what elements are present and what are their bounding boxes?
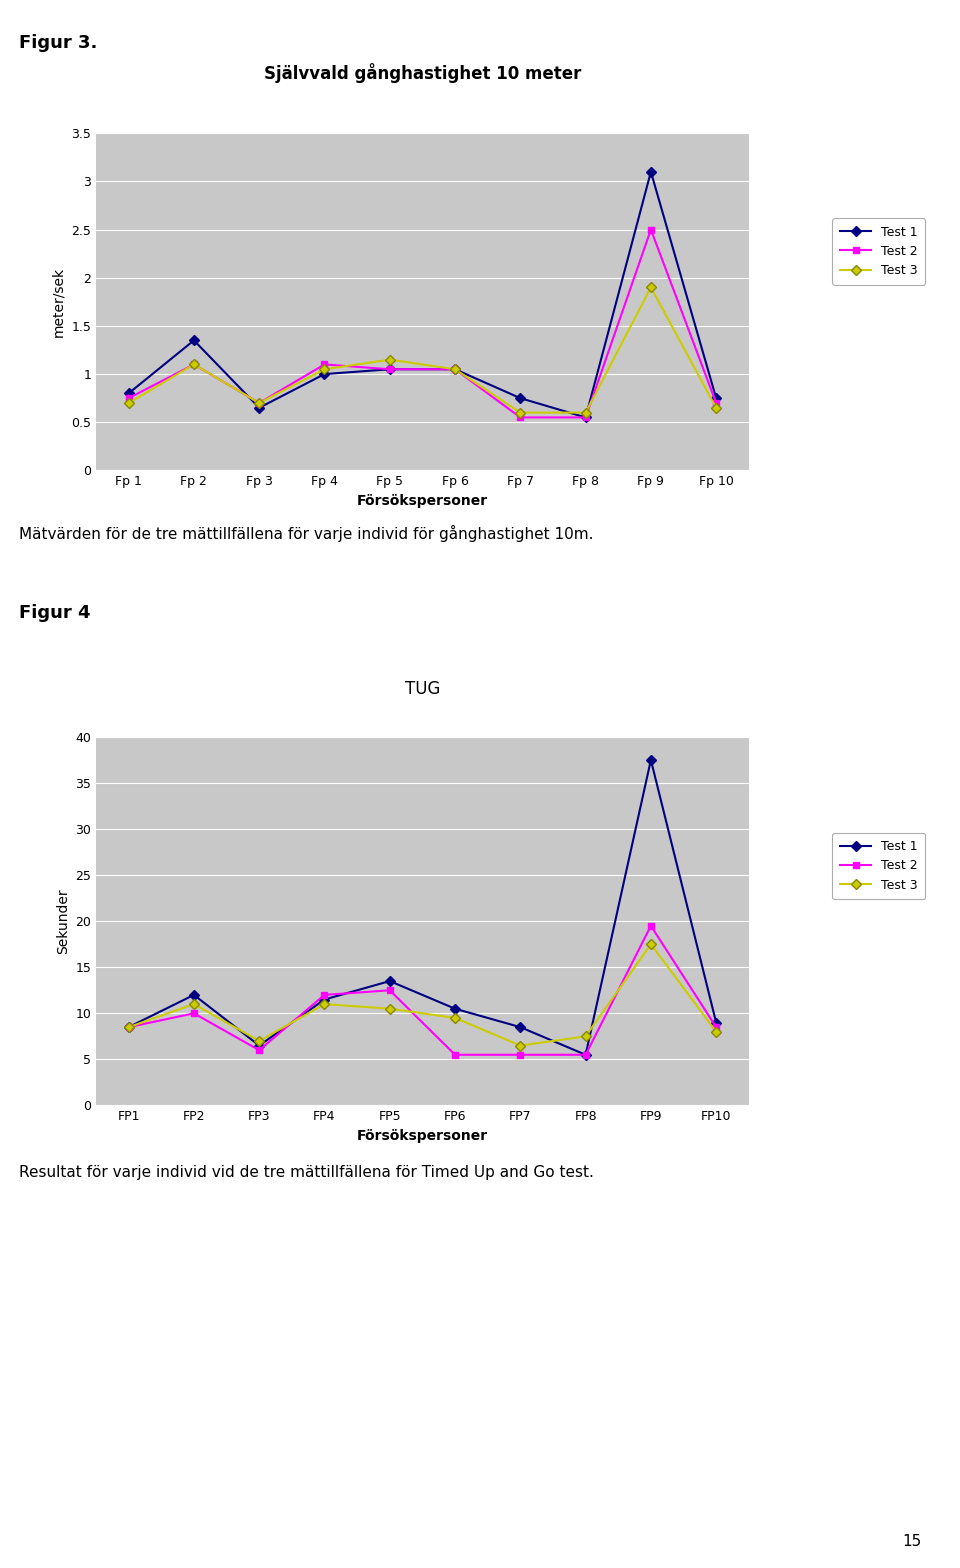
Test 2 — [449, 361, 461, 379]
Test 3 — [515, 1036, 526, 1055]
Text: Självvald gånghastighet 10 meter: Självvald gånghastighet 10 meter — [264, 63, 581, 83]
Legend: Test 1, Test 2, Test 3: Test 1, Test 2, Test 3 — [832, 833, 925, 898]
Test 1 — [645, 751, 657, 770]
Test 2 — [645, 220, 657, 238]
Test 1 — [188, 331, 200, 350]
Test 2 — [580, 408, 591, 426]
Line: Test 2: Test 2 — [125, 922, 720, 1058]
Text: TUG: TUG — [405, 681, 440, 698]
Test 3 — [580, 1027, 591, 1046]
Test 1 — [123, 1018, 134, 1036]
Test 3 — [123, 394, 134, 412]
Test 3 — [449, 1008, 461, 1027]
Test 2 — [384, 361, 396, 379]
Test 3 — [253, 1032, 265, 1051]
Line: Test 1: Test 1 — [125, 756, 720, 1058]
Legend: Test 1, Test 2, Test 3: Test 1, Test 2, Test 3 — [832, 218, 925, 284]
Text: Figur 4: Figur 4 — [19, 604, 90, 621]
Test 1 — [710, 389, 722, 408]
Test 2 — [515, 1046, 526, 1065]
Line: Test 3: Test 3 — [125, 941, 720, 1049]
Test 2 — [188, 1004, 200, 1022]
Test 1 — [515, 1018, 526, 1036]
Test 3 — [384, 350, 396, 368]
Test 1 — [580, 1046, 591, 1065]
Test 1 — [188, 986, 200, 1005]
Test 1 — [123, 384, 134, 403]
Test 2 — [253, 1041, 265, 1060]
Test 1 — [449, 361, 461, 379]
Test 1 — [710, 1013, 722, 1032]
Test 2 — [123, 389, 134, 408]
Test 3 — [710, 398, 722, 417]
Test 3 — [645, 935, 657, 953]
Y-axis label: meter/sek: meter/sek — [52, 267, 65, 337]
Test 2 — [319, 986, 330, 1005]
Test 2 — [319, 354, 330, 373]
Test 2 — [253, 394, 265, 412]
Test 2 — [188, 354, 200, 373]
Test 2 — [384, 982, 396, 1000]
X-axis label: Försökspersoner: Försökspersoner — [357, 494, 488, 508]
Test 2 — [580, 1046, 591, 1065]
Test 2 — [645, 916, 657, 935]
Test 3 — [253, 394, 265, 412]
Test 2 — [449, 1046, 461, 1065]
Test 3 — [188, 994, 200, 1013]
Text: Mätvärden för de tre mättillfällena för varje individ för gånghastighet 10m.: Mätvärden för de tre mättillfällena för … — [19, 525, 593, 543]
Line: Test 2: Test 2 — [125, 226, 720, 420]
Test 1 — [515, 389, 526, 408]
Test 1 — [253, 1036, 265, 1055]
Text: 15: 15 — [902, 1534, 922, 1549]
Test 3 — [515, 403, 526, 422]
Test 1 — [580, 408, 591, 426]
Text: Resultat för varje individ vid de tre mättillfällena för Timed Up and Go test.: Resultat för varje individ vid de tre mä… — [19, 1165, 594, 1181]
X-axis label: Försökspersoner: Försökspersoner — [357, 1129, 488, 1143]
Test 1 — [384, 972, 396, 991]
Test 3 — [123, 1018, 134, 1036]
Test 1 — [253, 398, 265, 417]
Test 2 — [123, 1018, 134, 1036]
Test 3 — [449, 361, 461, 379]
Test 1 — [319, 365, 330, 384]
Test 3 — [319, 994, 330, 1013]
Line: Test 3: Test 3 — [125, 284, 720, 416]
Test 2 — [710, 1018, 722, 1036]
Text: Figur 3.: Figur 3. — [19, 34, 98, 52]
Test 1 — [449, 999, 461, 1018]
Y-axis label: Sekunder: Sekunder — [56, 889, 70, 953]
Test 1 — [645, 163, 657, 182]
Test 3 — [319, 361, 330, 379]
Line: Test 1: Test 1 — [125, 168, 720, 420]
Test 1 — [319, 989, 330, 1008]
Test 1 — [384, 361, 396, 379]
Test 3 — [188, 354, 200, 373]
Test 2 — [515, 408, 526, 426]
Test 3 — [580, 403, 591, 422]
Test 3 — [645, 278, 657, 296]
Test 3 — [384, 999, 396, 1018]
Test 2 — [710, 394, 722, 412]
Test 3 — [710, 1022, 722, 1041]
